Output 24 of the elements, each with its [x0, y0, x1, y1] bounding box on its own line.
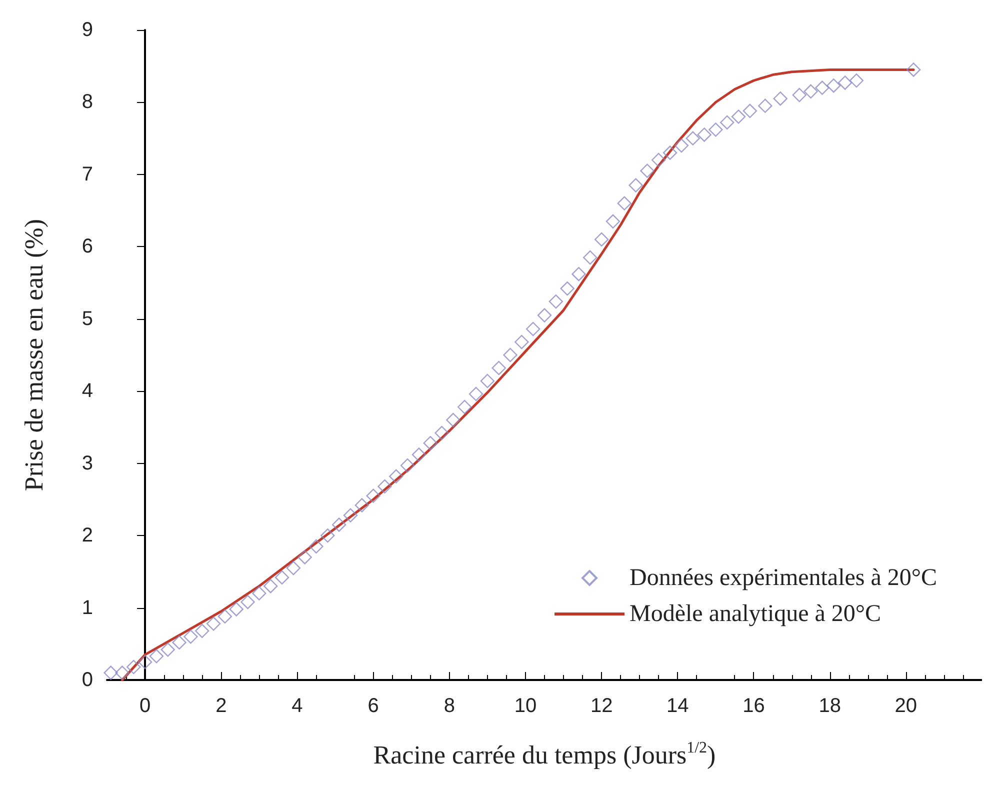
x-tick-label: 14 — [666, 695, 689, 717]
y-tick-label: 8 — [82, 91, 93, 114]
y-tick-label: 9 — [82, 19, 93, 41]
x-tick-label: 4 — [292, 695, 303, 717]
y-tick-label: 1 — [82, 596, 93, 619]
x-tick-label: 0 — [139, 695, 151, 717]
legend-label: Données expérimentales à 20°C — [630, 565, 937, 591]
y-tick-label: 5 — [82, 308, 93, 330]
x-tick-label: 8 — [444, 695, 455, 717]
x-tick-label: 2 — [216, 695, 227, 717]
x-tick-label: 16 — [742, 695, 765, 717]
x-tick-label: 12 — [590, 695, 613, 717]
x-tick-label: 10 — [514, 695, 537, 717]
x-tick-label: 18 — [818, 695, 841, 717]
y-tick-label: 4 — [82, 380, 93, 402]
y-tick-label: 3 — [82, 452, 93, 474]
y-tick-label: 2 — [82, 524, 93, 547]
y-axis-title: Prise de masse en eau (%) — [20, 218, 48, 492]
legend-label: Modèle analytique à 20°C — [630, 601, 882, 627]
x-tick-label: 20 — [894, 695, 918, 717]
y-tick-label: 0 — [82, 669, 93, 691]
y-tick-label: 7 — [82, 163, 93, 186]
x-tick-label: 6 — [368, 695, 379, 717]
y-tick-label: 6 — [82, 236, 93, 258]
